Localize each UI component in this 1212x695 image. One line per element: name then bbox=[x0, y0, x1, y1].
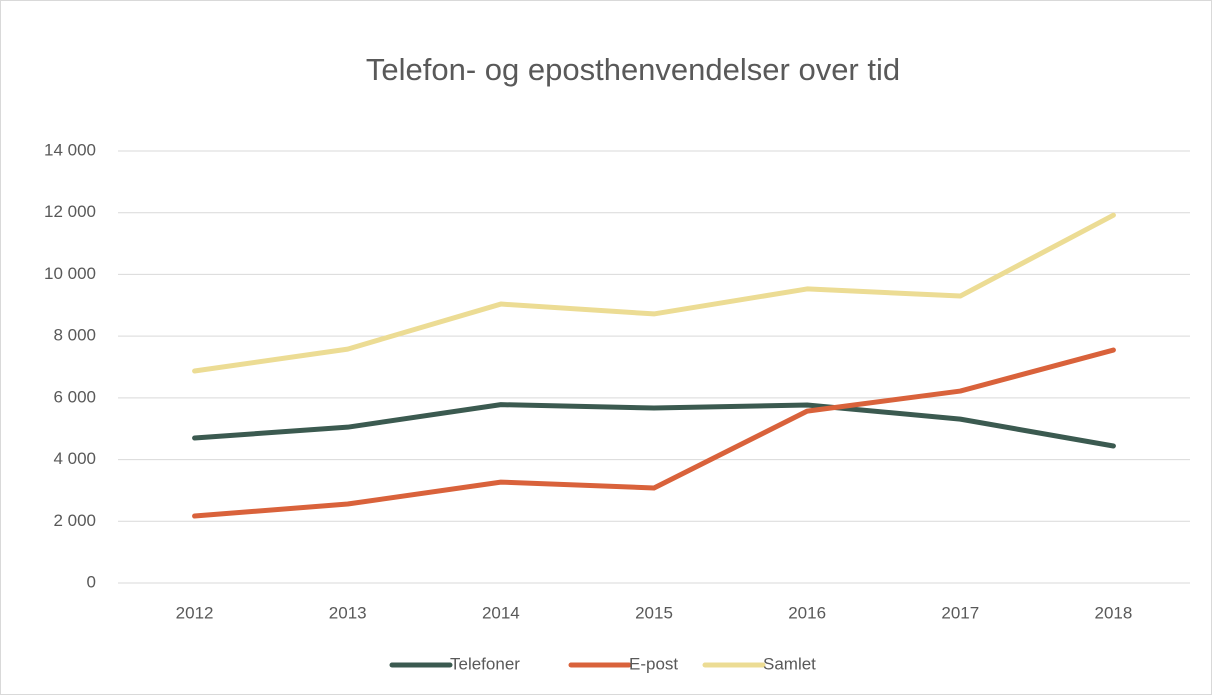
legend-label: Telefoner bbox=[450, 654, 520, 673]
y-tick-label: 12 000 bbox=[44, 202, 96, 221]
x-tick-label: 2016 bbox=[788, 603, 826, 622]
x-tick-label: 2018 bbox=[1095, 603, 1133, 622]
y-tick-label: 14 000 bbox=[44, 140, 96, 159]
y-tick-label: 8 000 bbox=[53, 326, 96, 345]
series-line bbox=[192, 347, 1116, 519]
chart-title: Telefon- og eposthenvendelser over tid bbox=[366, 52, 900, 87]
x-tick-label: 2014 bbox=[482, 603, 520, 622]
y-tick-label: 10 000 bbox=[44, 264, 96, 283]
series-line bbox=[192, 212, 1116, 374]
series-line bbox=[192, 402, 1116, 449]
legend-label: Samlet bbox=[763, 654, 816, 673]
y-tick-label: 6 000 bbox=[53, 387, 96, 406]
x-tick-label: 2013 bbox=[329, 603, 367, 622]
x-tick-label: 2017 bbox=[941, 603, 979, 622]
y-tick-label: 4 000 bbox=[53, 449, 96, 468]
y-tick-label: 0 bbox=[87, 572, 96, 591]
x-tick-label: 2015 bbox=[635, 603, 673, 622]
y-tick-label: 2 000 bbox=[53, 511, 96, 530]
x-tick-label: 2012 bbox=[176, 603, 214, 622]
legend-label: E-post bbox=[629, 654, 678, 673]
